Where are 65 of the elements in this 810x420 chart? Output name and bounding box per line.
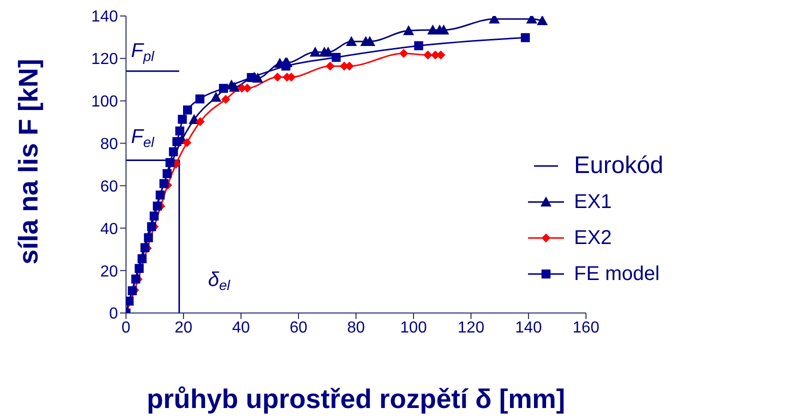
y-tick-label: 20	[100, 263, 118, 280]
y-tick-label: 120	[91, 51, 118, 68]
point	[210, 92, 222, 102]
point	[281, 62, 290, 71]
point	[152, 202, 162, 211]
x-tick-label: 100	[400, 319, 427, 336]
point	[326, 62, 335, 71]
point	[183, 105, 192, 114]
y-tick-label: 0	[109, 306, 118, 323]
point	[165, 158, 174, 168]
point	[346, 36, 357, 46]
annotation: F$_{pl}$	[131, 40, 156, 64]
point	[159, 179, 168, 188]
y-tick-label: 100	[91, 94, 118, 111]
point	[162, 169, 172, 178]
x-tick-label: 20	[174, 319, 192, 336]
point	[520, 33, 530, 42]
point	[168, 147, 178, 156]
y-tick-label: 80	[100, 136, 118, 153]
point	[218, 84, 228, 93]
annotation: F$_{el}$	[131, 126, 156, 150]
point	[144, 233, 153, 242]
x-tick-label: 0	[122, 319, 131, 336]
point	[147, 222, 156, 232]
point	[196, 117, 205, 126]
point	[140, 243, 150, 252]
annotation: δ$_{el}$	[208, 269, 231, 292]
y-tick-label: 140	[91, 8, 118, 26]
y-tick-label: 60	[100, 178, 118, 196]
point	[399, 48, 408, 58]
legend-label: EX1	[574, 190, 612, 214]
point	[536, 16, 548, 26]
point	[126, 296, 134, 306]
point	[332, 52, 341, 62]
y-axis-title: síla na lis F [kN]	[14, 58, 44, 264]
point	[156, 190, 165, 200]
x-tick-label: 80	[347, 319, 365, 336]
x-tick-label: 40	[232, 319, 250, 336]
point	[423, 50, 432, 60]
x-tick-label: 60	[290, 319, 308, 336]
point	[150, 212, 159, 221]
point	[138, 254, 147, 264]
point	[228, 82, 240, 92]
point	[246, 73, 256, 82]
point	[178, 114, 187, 124]
legend-label: EX2	[574, 226, 612, 250]
point	[134, 264, 144, 273]
point	[195, 94, 204, 104]
x-tick-label: 140	[515, 319, 542, 336]
point	[273, 72, 282, 82]
point	[128, 286, 137, 296]
point	[131, 274, 140, 284]
x-tick-label: 120	[458, 319, 484, 336]
x-axis-title: průhyb uprostřed rozpětí δ [mm]	[146, 384, 566, 414]
legend-label: FE model	[574, 262, 660, 286]
legend-label: Eurokód	[574, 152, 664, 180]
point	[414, 41, 424, 50]
point	[403, 25, 414, 36]
point	[221, 94, 230, 104]
point	[172, 137, 182, 146]
point	[175, 126, 184, 136]
x-tick-label: 160	[572, 319, 600, 336]
point	[310, 46, 321, 57]
y-tick-label: 40	[100, 220, 118, 238]
point	[182, 138, 192, 148]
